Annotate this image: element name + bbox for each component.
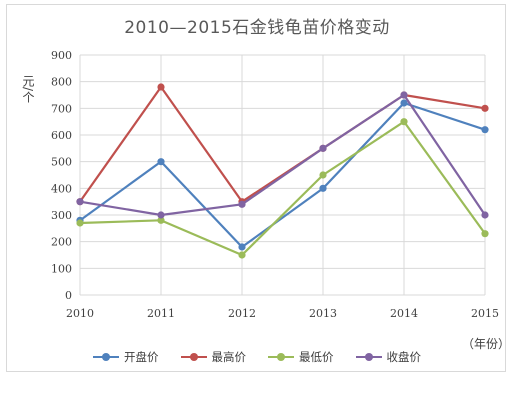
data-point-s3-5	[481, 211, 489, 219]
x-tick-label: 2015	[471, 307, 499, 320]
data-point-s0-1	[157, 158, 165, 166]
series-line-1	[79, 85, 486, 203]
data-point-s2-0	[76, 219, 84, 227]
legend-swatch	[180, 352, 207, 362]
series-line-3	[79, 93, 486, 217]
y-tick-label: 500	[51, 156, 72, 169]
legend-item: 最高价	[180, 349, 247, 365]
legend-label: 开盘价	[124, 350, 159, 364]
series-line-0	[79, 101, 486, 249]
y-tick-label: 300	[51, 209, 72, 222]
data-point-s2-4	[400, 118, 408, 126]
y-tick-label: 400	[51, 182, 72, 195]
series-line-2	[79, 120, 486, 257]
y-tick-label: 800	[51, 76, 72, 89]
y-tick-label: 600	[51, 129, 72, 142]
data-point-s1-1	[157, 83, 165, 91]
x-tick-label: 2014	[390, 307, 418, 320]
data-point-s2-5	[481, 230, 489, 238]
data-point-s3-4	[400, 91, 408, 99]
legend-swatch	[93, 352, 119, 362]
y-tick-label: 200	[51, 236, 72, 249]
x-tick-label: 2010	[66, 307, 94, 320]
data-point-s3-2	[238, 200, 246, 208]
chart-frame: 2010—2015石金钱龟苗价格变动 元/个 0 100 200 300 400 500 6…	[6, 4, 511, 372]
data-point-s3-3	[319, 144, 327, 152]
legend-label: 最高价	[211, 350, 247, 364]
data-point-s2-2	[238, 251, 246, 259]
y-tick-label: 900	[51, 49, 72, 62]
x-tick-label: 2013	[309, 307, 337, 320]
data-point-s2-1	[157, 216, 165, 224]
legend-swatch	[355, 352, 382, 362]
data-point-s3-1	[157, 211, 165, 219]
data-point-s3-0	[76, 198, 84, 206]
x-tick-label: 2011	[147, 307, 175, 320]
legend-swatch	[268, 352, 294, 362]
chart-title: 2010—2015石金钱龟苗价格变动	[124, 18, 390, 38]
data-point-s1-5	[481, 104, 489, 112]
legend-label: 收盘价	[386, 350, 422, 364]
x-axis-unit-label: （年份）	[462, 337, 511, 351]
y-tick-label: 0	[65, 289, 72, 302]
legend-label: 最低价	[299, 350, 334, 364]
legend: 开盘价 最高价 最低价 收盘价	[7, 349, 507, 365]
legend-item: 最低价	[268, 349, 334, 365]
x-tick-label: 2012	[228, 307, 256, 320]
data-point-s0-3	[319, 184, 327, 192]
data-point-s0-4	[400, 99, 408, 107]
legend-item: 收盘价	[355, 349, 422, 365]
data-point-s0-2	[238, 243, 246, 251]
y-tick-label: 100	[51, 262, 72, 275]
line-chart: 0 100 200 300 400 500 600 700 800 900 2010 2011 2012…	[51, 49, 499, 320]
y-axis-label: 元/个	[21, 75, 35, 104]
legend-item: 开盘价	[93, 349, 159, 365]
y-tick-label: 700	[51, 102, 72, 115]
data-point-s2-3	[319, 171, 327, 179]
data-point-s0-5	[481, 126, 489, 134]
